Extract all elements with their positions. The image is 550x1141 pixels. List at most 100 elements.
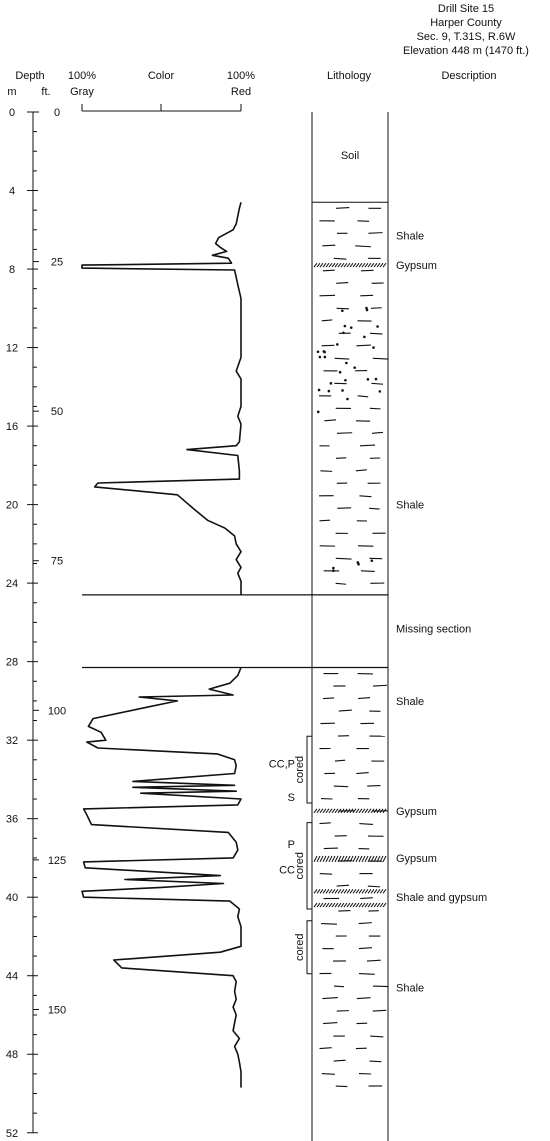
column-headers: Depth m ft. 100% Gray Color 100% Red Lit… [7,70,496,98]
sample-label: P [288,839,295,851]
gypsum-hatch [349,808,354,814]
silt-dot [346,397,349,401]
gypsum-hatch [370,902,375,908]
silt-dot [376,325,379,328]
shale-dash [324,419,337,422]
gypsum-hatch [319,262,324,268]
gypsum-hatch [334,855,339,863]
silt-dot [332,566,335,570]
silt-dot [338,370,342,374]
gypsum-hatch [346,889,351,894]
shale-dash [323,1022,338,1025]
gypsum-hatch [355,889,360,894]
shale-dash [319,1047,332,1050]
gypsum-hatch [334,889,339,894]
site-elevation: Elevation 448 m (1470 ft.) [403,45,529,57]
site-name: Drill Site 15 [438,3,494,15]
shale-dash [322,997,338,1000]
gypsum-hatch [331,262,336,268]
depth-ft-label: 75 [51,556,63,568]
silt-dot [329,382,333,385]
shale-dash [320,470,333,472]
shale-dash [358,697,371,700]
shale-dash [319,294,336,297]
description-label: Shale [396,231,424,243]
gypsum-hatch [340,262,345,268]
gypsum-hatch [361,889,366,894]
shale-dash [360,294,374,297]
shale-dash [359,822,373,826]
gypsum-hatch [382,855,387,863]
shale-dash [357,220,370,222]
gypsum-hatch [340,855,345,863]
gypsum-hatch [316,889,321,894]
description-label: Gypsum [396,260,437,272]
shale-dash [369,407,381,410]
gypsum-hatch [373,262,378,268]
shale-dash [333,257,347,260]
shale-dash [371,431,384,434]
silt-dot [335,343,339,346]
gypsum-hatch [370,262,375,268]
gypsum-hatch [334,902,339,908]
gypsum-hatch [346,902,351,908]
sample-label: CC,P [269,759,295,771]
silt-dot [316,410,320,414]
description-label: Shale [396,982,424,994]
shale-dash [323,697,335,700]
red-label: Red [231,86,251,98]
shale-dash [370,307,382,309]
shale-dash [356,772,369,775]
depth-m-label: 48 [6,1049,18,1061]
gypsum-hatch [352,855,357,863]
color-curve-line [81,202,242,595]
gypsum-hatch [361,808,366,814]
depth-header: Depth [15,70,44,82]
gypsum-hatch [382,262,387,268]
shale-dash [335,582,347,585]
shale-dash [336,432,353,434]
shale-dash [358,922,372,925]
silt-dot [344,378,347,382]
shale-dash [360,897,373,900]
depth-m-label: 32 [6,735,18,747]
lithology-header: Lithology [327,70,372,82]
sample-label: S [288,792,295,804]
gypsum-hatch [334,808,339,814]
gypsum-hatch [367,902,372,908]
gypsum-hatch [340,902,345,908]
shale-dash [371,382,384,385]
silt-dot [332,569,335,573]
gypsum-hatch [319,889,324,894]
silt-dot [349,326,353,329]
silt-dot [345,361,348,365]
missing-section-label: Missing section [396,623,471,635]
gypsum-hatch [328,889,333,894]
shale-dash [321,922,337,925]
gypsum-hatch [349,855,354,863]
shale-dash [358,947,372,950]
gypsum-hatch [352,889,357,894]
gypsum-hatch [325,889,330,894]
gypsum-hatch [331,808,336,814]
gypsum-hatch [370,808,375,814]
gypsum-hatch [361,855,366,863]
shale-dash [360,570,375,573]
gypsum-hatch [325,855,330,863]
silt-dot [343,324,347,328]
gypsum-hatch [328,855,333,863]
gypsum-hatch [364,902,369,908]
gypsum-hatch [337,808,342,814]
gypsum-hatch [343,262,348,268]
gypsum-hatch [364,855,369,863]
shale-dash [369,507,380,510]
gypsum-hatch [340,889,345,894]
shale-dash [335,557,352,560]
shale-dash [369,1060,382,1063]
gypsum-hatch [376,262,381,268]
shale-dash [335,206,350,209]
depth-m-label: 8 [9,264,15,276]
gypsum-hatch [376,902,381,908]
gypsum-hatch [346,855,351,863]
